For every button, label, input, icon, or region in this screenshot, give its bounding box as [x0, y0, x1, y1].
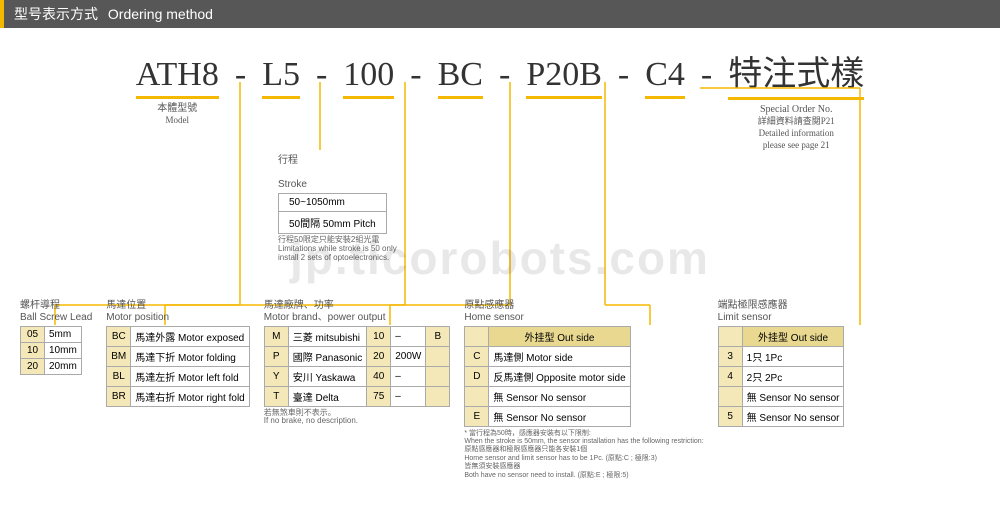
limit-table: 端點極限感應器Limit sensor 外挂型 Out side31只 1Pc4…: [718, 300, 845, 427]
home-table: 原點感應器Home sensor 外挂型 Out sideC馬達側 Motor …: [464, 300, 703, 480]
motorpos-table: 馬達位置Motor position BC馬達外露 Motor exposedB…: [106, 300, 249, 407]
header-bar: 型号表示方式 Ordering method: [0, 0, 1000, 28]
header-en: Ordering method: [108, 6, 213, 22]
lead-table: 螺杆導程Ball Screw Lead 055mm1010mm2020mm: [20, 300, 92, 375]
header-cn: 型号表示方式: [14, 6, 98, 22]
brand-table: 馬達廠牌、功率Motor brand、power output M三菱 mits…: [264, 300, 451, 427]
ordering-code: ATH8 本體型號Model - L5 - 100 - BC - P20B - …: [0, 28, 1000, 160]
tables-row: 螺杆導程Ball Screw Lead 055mm1010mm2020mm 馬達…: [20, 300, 980, 480]
stroke-table: 行程Stroke 50~1050mm50間隔 50mm Pitch 行程50限定…: [278, 155, 397, 262]
seg-special: 特注式樣 Special Order No.詳細資料請查閱P21 Detaile…: [728, 46, 864, 152]
seg-model: ATH8 本體型號Model: [136, 56, 219, 127]
